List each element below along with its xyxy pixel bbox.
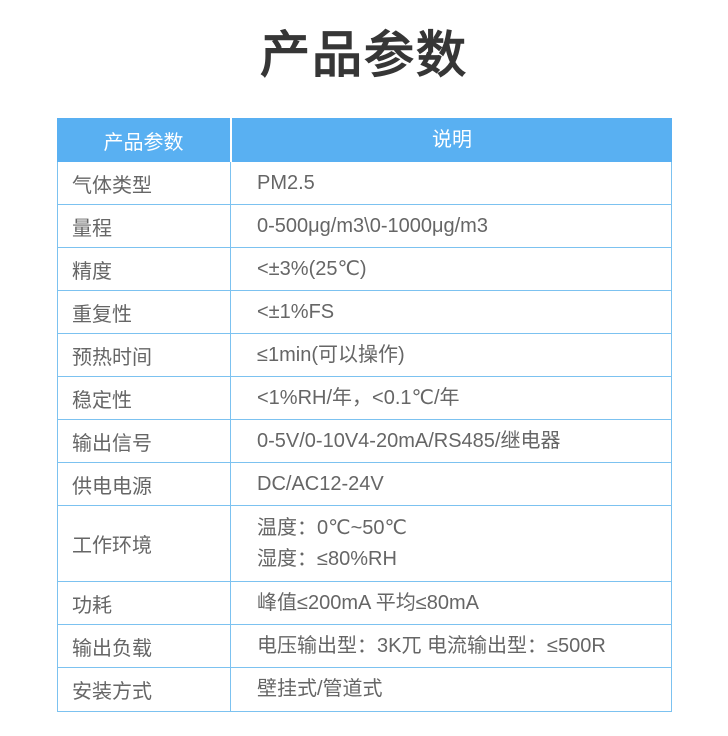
param-value: ≤1min(可以操作): [257, 343, 405, 366]
param-value-line: 湿度：≤80%RH: [257, 547, 397, 570]
table-row: 功耗 峰值≤200mA 平均≤80mA: [58, 582, 671, 625]
product-parameters-page: 产品参数 产品参数 说明 气体类型 PM2.5 量程 0-500μg/m3\0-100…: [0, 22, 728, 712]
param-label: 重复性: [58, 291, 231, 333]
table-row: 预热时间 ≤1min(可以操作): [58, 334, 671, 377]
param-label: 供电电源: [58, 463, 231, 505]
table-row: 工作环境 温度：0℃~50℃ 湿度：≤80%RH: [58, 506, 671, 582]
param-value: 电压输出型：3K兀 电流输出型：≤500R: [257, 634, 606, 657]
param-label: 输出信号: [58, 420, 231, 462]
header-col-param: 产品参数: [57, 118, 232, 162]
param-label: 气体类型: [58, 162, 231, 204]
param-value: <1%RH/年，<0.1℃/年: [257, 386, 460, 409]
param-value: 壁挂式/管道式: [257, 678, 383, 700]
param-value: 0-500μg/m3\0-1000μg/m3: [257, 214, 488, 237]
table-row: 稳定性 <1%RH/年，<0.1℃/年: [58, 377, 671, 420]
page-title: 产品参数: [260, 27, 468, 83]
param-value: 温度：0℃~50℃ 湿度：≤80%RH: [231, 506, 671, 581]
table-row: 安装方式 壁挂式/管道式: [58, 668, 671, 711]
table-row: 输出负载 电压输出型：3K兀 电流输出型：≤500R: [58, 625, 671, 668]
table-row: 气体类型 PM2.5: [58, 162, 671, 205]
param-label: 安装方式: [58, 668, 231, 711]
table-rows: 气体类型 PM2.5 量程 0-500μg/m3\0-1000μg/m3 精度 <±3%(…: [58, 162, 671, 711]
table-header-row: 产品参数 说明: [57, 118, 672, 162]
param-value: DC/AC12-24V: [257, 472, 384, 495]
table-row: 供电电源 DC/AC12-24V: [58, 463, 671, 506]
param-value: 0-5V/0-10V4-20mA/RS485/继电器: [257, 429, 561, 452]
param-label: 量程: [58, 205, 231, 247]
table-row: 量程 0-500μg/m3\0-1000μg/m3: [58, 205, 671, 248]
param-value: 峰值≤200mA 平均≤80mA: [257, 591, 480, 614]
param-value: PM2.5: [257, 171, 315, 194]
param-label: 稳定性: [58, 377, 231, 419]
param-value: <±1%FS: [257, 300, 335, 323]
param-value: <±3%(25℃): [257, 257, 367, 280]
table-row: 重复性 <±1%FS: [58, 291, 671, 334]
table-row: 精度 <±3%(25℃): [58, 248, 671, 291]
param-label: 精度: [58, 248, 231, 290]
param-label: 输出负载: [58, 625, 231, 667]
param-label: 功耗: [58, 582, 231, 624]
product-params-table: 产品参数 说明 气体类型 PM2.5 量程 0-500μg/m3\0-1000μg/m…: [57, 118, 672, 712]
table-row: 输出信号 0-5V/0-10V4-20mA/RS485/继电器: [58, 420, 671, 463]
param-label: 预热时间: [58, 334, 231, 376]
param-value-line: 温度：0℃~50℃: [257, 516, 407, 539]
param-label: 工作环境: [58, 506, 231, 581]
header-col-description: 说明: [432, 128, 472, 151]
